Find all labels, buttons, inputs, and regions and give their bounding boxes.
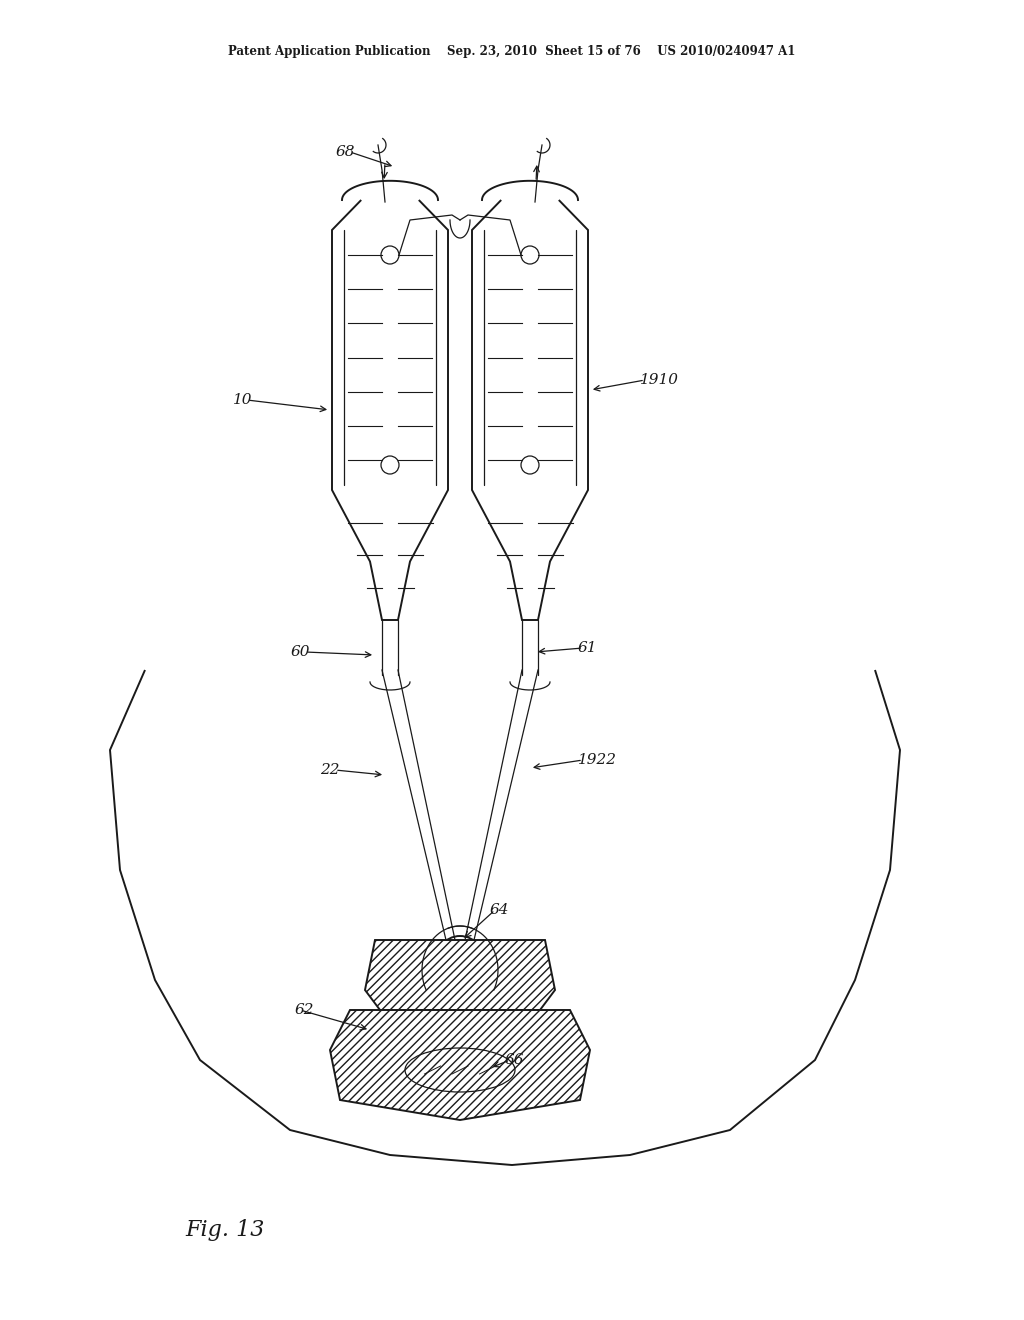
Text: 1910: 1910 xyxy=(640,374,679,387)
Text: 10: 10 xyxy=(232,393,252,407)
Text: 22: 22 xyxy=(321,763,340,777)
Text: 68: 68 xyxy=(336,145,355,158)
Text: 61: 61 xyxy=(578,642,597,655)
Text: 62: 62 xyxy=(295,1003,314,1016)
Text: 66: 66 xyxy=(505,1053,524,1067)
Text: Fig. 13: Fig. 13 xyxy=(185,1218,264,1241)
Polygon shape xyxy=(365,940,555,1010)
Text: 1922: 1922 xyxy=(578,752,617,767)
Text: 64: 64 xyxy=(490,903,510,917)
Text: 60: 60 xyxy=(291,645,310,659)
Polygon shape xyxy=(330,1010,590,1119)
Text: Patent Application Publication    Sep. 23, 2010  Sheet 15 of 76    US 2010/02409: Patent Application Publication Sep. 23, … xyxy=(228,45,796,58)
